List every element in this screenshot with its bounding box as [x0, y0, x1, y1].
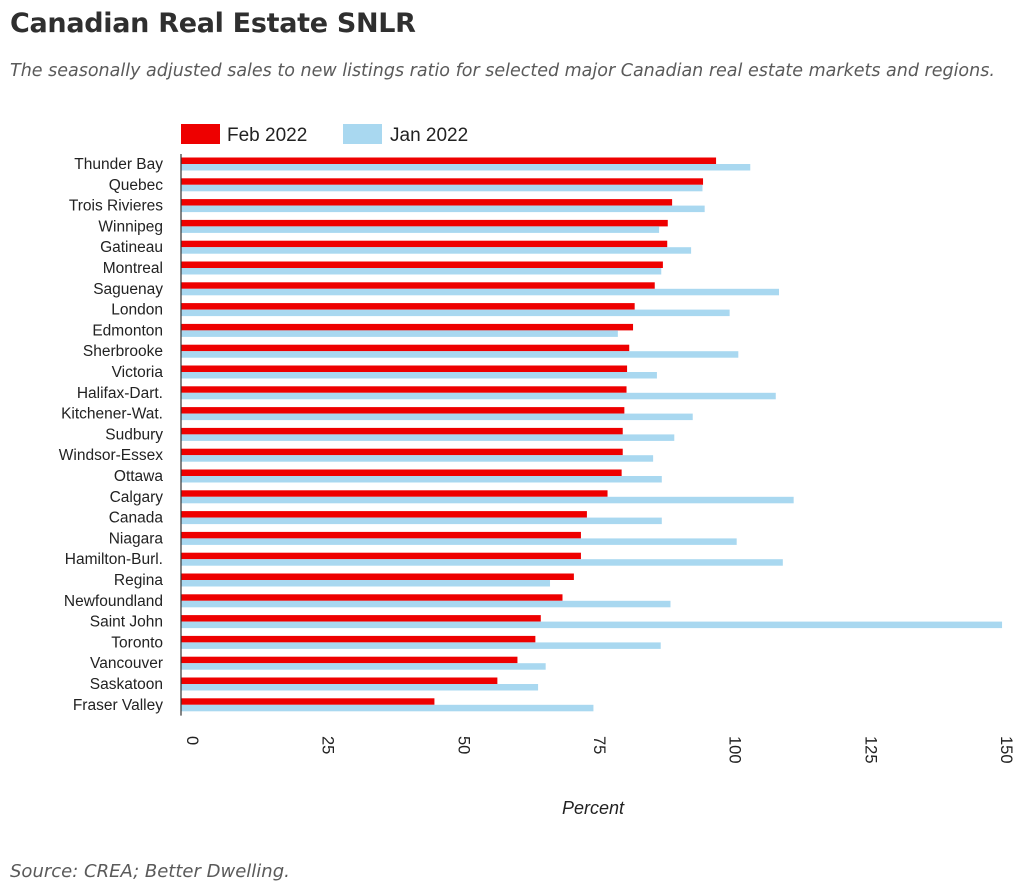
- category-label-ottawa: Ottawa: [114, 468, 163, 485]
- category-label-regina: Regina: [114, 572, 163, 589]
- bar-jan-hamilton-burl: [181, 559, 783, 566]
- legend-swatch-feb: [181, 124, 220, 144]
- category-label-toronto: Toronto: [111, 634, 163, 651]
- bar-feb-gatineau: [181, 240, 668, 248]
- bar-feb-canada: [181, 511, 587, 518]
- bar-feb-winnipeg: [181, 219, 668, 227]
- category-label-canada: Canada: [109, 510, 164, 527]
- bar-feb-niagara: [181, 531, 581, 539]
- bar-feb-kitchener-wat: [181, 407, 625, 414]
- bar-feb-toronto: [181, 635, 536, 643]
- bar-jan-thunder-bay: [181, 164, 751, 171]
- chart-title: Canadian Real Estate SNLR: [10, 8, 416, 39]
- bar-feb-ottawa: [181, 469, 622, 476]
- bar-jan-london: [181, 309, 730, 317]
- bar-jan-saint-john: [181, 621, 1003, 629]
- bar-jan-fraser-valley: [181, 704, 594, 712]
- bar-jan-vancouver: [181, 663, 546, 670]
- bar-feb-thunder-bay: [181, 157, 717, 164]
- bar-feb-edmonton: [181, 323, 634, 331]
- bar-feb-sudbury: [181, 427, 623, 435]
- category-label-niagara: Niagara: [109, 530, 164, 547]
- category-label-victoria: Victoria: [112, 364, 164, 381]
- bar-jan-saguenay: [181, 288, 780, 296]
- bar-feb-vancouver: [181, 656, 518, 664]
- x-tick-label-125: 125: [861, 736, 879, 764]
- bar-jan-halifax-dart: [181, 392, 776, 400]
- bar-jan-saskatoon: [181, 684, 539, 691]
- legend-label-feb: Feb 2022: [227, 125, 307, 146]
- source-note: Source: CREA; Better Dwelling.: [10, 861, 290, 882]
- category-label-saint-john: Saint John: [90, 614, 163, 631]
- bar-jan-regina: [181, 580, 551, 587]
- x-tick-label-0: 0: [183, 736, 201, 745]
- bar-feb-calgary: [181, 490, 608, 497]
- bar-jan-victoria: [181, 372, 657, 379]
- category-label-sherbrooke: Sherbrooke: [83, 343, 163, 360]
- x-tick-label-50: 50: [454, 736, 472, 754]
- bar-feb-saskatoon: [181, 677, 498, 684]
- x-tick-label-100: 100: [726, 736, 744, 764]
- category-label-saskatoon: Saskatoon: [90, 676, 163, 693]
- category-label-calgary: Calgary: [110, 489, 164, 506]
- bar-jan-edmonton: [181, 330, 618, 337]
- bar-feb-saint-john: [181, 615, 541, 622]
- category-label-quebec: Quebec: [109, 177, 164, 194]
- bar-feb-trois-rivieres: [181, 199, 673, 206]
- x-axis-title: Percent: [562, 798, 625, 818]
- chart-subtitle: The seasonally adjusted sales to new lis…: [10, 61, 995, 81]
- bar-feb-saguenay: [181, 282, 655, 289]
- bar-feb-windsor-essex: [181, 448, 623, 456]
- bar-jan-gatineau: [181, 247, 692, 254]
- bar-jan-sherbrooke: [181, 351, 739, 358]
- bar-jan-calgary: [181, 496, 794, 504]
- category-label-windsor-essex: Windsor-Essex: [59, 447, 163, 464]
- category-label-kitchener-wat: Kitchener-Wat.: [61, 406, 163, 423]
- category-label-hamilton-burl: Hamilton-Burl.: [65, 551, 163, 568]
- category-label-newfoundland: Newfoundland: [64, 593, 163, 610]
- bar-feb-fraser-valley: [181, 698, 435, 705]
- category-label-saguenay: Saguenay: [93, 281, 163, 298]
- category-label-vancouver: Vancouver: [90, 655, 163, 672]
- bar-feb-london: [181, 303, 635, 310]
- legend-label-jan: Jan 2022: [390, 125, 468, 146]
- bar-feb-regina: [181, 573, 574, 580]
- bar-jan-ottawa: [181, 476, 662, 483]
- category-label-winnipeg: Winnipeg: [98, 218, 163, 235]
- bar-jan-sudbury: [181, 434, 675, 441]
- category-label-fraser-valley: Fraser Valley: [73, 697, 163, 714]
- x-tick-label-150: 150: [997, 736, 1015, 764]
- bar-jan-niagara: [181, 538, 737, 545]
- bar-jan-canada: [181, 517, 662, 525]
- legend-swatch-jan: [343, 124, 382, 144]
- category-label-halifax-dart: Halifax-Dart.: [77, 385, 163, 402]
- bar-feb-newfoundland: [181, 594, 563, 601]
- category-label-sudbury: Sudbury: [105, 426, 163, 443]
- x-tick-label-25: 25: [319, 736, 337, 754]
- bar-feb-montreal: [181, 261, 663, 268]
- category-label-montreal: Montreal: [103, 260, 163, 277]
- bar-feb-victoria: [181, 365, 628, 372]
- x-tick-label-75: 75: [590, 736, 608, 754]
- category-label-gatineau: Gatineau: [100, 239, 163, 256]
- category-label-trois-rivieres: Trois Rivieres: [69, 198, 163, 215]
- bar-feb-quebec: [181, 178, 704, 185]
- bar-jan-windsor-essex: [181, 455, 654, 462]
- bar-jan-montreal: [181, 268, 662, 275]
- bar-feb-halifax-dart: [181, 386, 627, 393]
- bar-jan-kitchener-wat: [181, 413, 693, 421]
- bar-feb-hamilton-burl: [181, 552, 581, 560]
- bar-jan-winnipeg: [181, 226, 660, 233]
- bar-jan-toronto: [181, 642, 661, 649]
- category-label-london: London: [111, 302, 163, 319]
- category-label-thunder-bay: Thunder Bay: [74, 156, 163, 173]
- category-label-edmonton: Edmonton: [92, 322, 163, 339]
- bar-jan-quebec: [181, 184, 703, 192]
- bar-jan-trois-rivieres: [181, 205, 705, 213]
- bar-jan-newfoundland: [181, 600, 671, 608]
- bar-feb-sherbrooke: [181, 344, 630, 352]
